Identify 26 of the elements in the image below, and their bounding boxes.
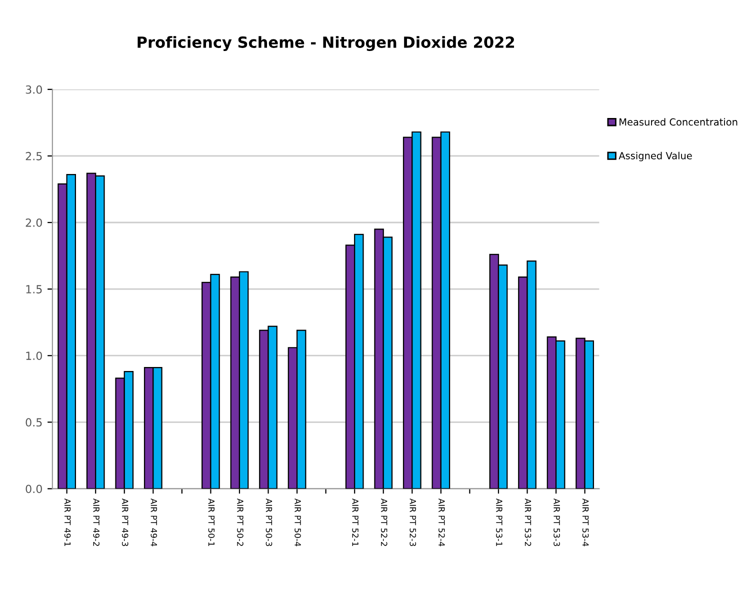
x-tick-label: AIR PT 50-2 [237, 498, 244, 546]
legend-label: Measured Concentration [620, 118, 738, 126]
x-tick-label: AIR PT 52-4 [438, 498, 445, 546]
x-tick-label: AIR PT 49-1 [64, 498, 71, 546]
legend-label: Assigned Value [618, 152, 692, 162]
x-tick-label: AIR PT 50-4 [294, 498, 301, 546]
y-tick-label: 1.0 [26, 352, 42, 360]
x-tick-label: AIR PT 50-1 [208, 498, 215, 546]
y-tick-label: 2.0 [26, 218, 42, 227]
x-tick-label: AIR PT 53-3 [554, 498, 560, 546]
x-tick-label: AIR PT 52-1 [352, 498, 358, 546]
x-tick-label: AIR PT 50-3 [266, 498, 272, 546]
y-tick-label: 2.5 [26, 152, 42, 160]
x-tick-label: AIR PT 53-2 [524, 498, 532, 546]
x-tick-label: AIR PT 53-1 [496, 498, 502, 546]
y-tick-label: 3.0 [26, 85, 42, 94]
y-tick-label: 0.5 [26, 418, 42, 427]
x-tick-label: AIR PT 52-2 [380, 498, 388, 546]
chart-title: Proficiency Scheme - Nitrogen Dioxide 2022 [138, 36, 514, 52]
x-tick-label: AIR PT 49-4 [150, 498, 158, 546]
x-tick-label: AIR PT 53-4 [582, 498, 589, 546]
y-tick-label: 1.5 [26, 285, 42, 294]
x-tick-label: AIR PT 52-3 [410, 498, 416, 546]
x-tick-label: AIR PT 49-2 [93, 498, 100, 546]
y-tick-label: 0.0 [26, 484, 42, 494]
x-tick-label: AIR PT 49-3 [122, 498, 128, 546]
